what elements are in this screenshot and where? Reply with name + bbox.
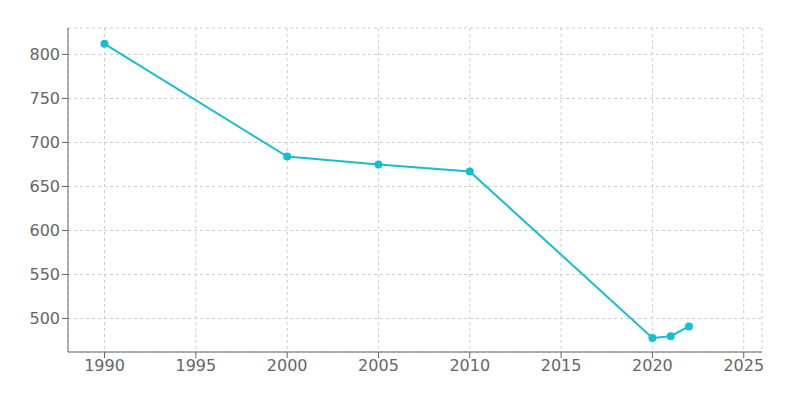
svg-text:2015: 2015 [541,356,582,375]
svg-text:550: 550 [29,265,60,284]
svg-text:650: 650 [29,177,60,196]
svg-text:600: 600 [29,221,60,240]
svg-text:2020: 2020 [632,356,673,375]
svg-text:2005: 2005 [358,356,399,375]
svg-text:500: 500 [29,309,60,328]
svg-text:2010: 2010 [449,356,490,375]
svg-text:2025: 2025 [723,356,764,375]
svg-text:1990: 1990 [84,356,125,375]
svg-text:1995: 1995 [175,356,216,375]
svg-text:800: 800 [29,45,60,64]
svg-text:700: 700 [29,133,60,152]
svg-text:2000: 2000 [267,356,308,375]
svg-text:750: 750 [29,89,60,108]
